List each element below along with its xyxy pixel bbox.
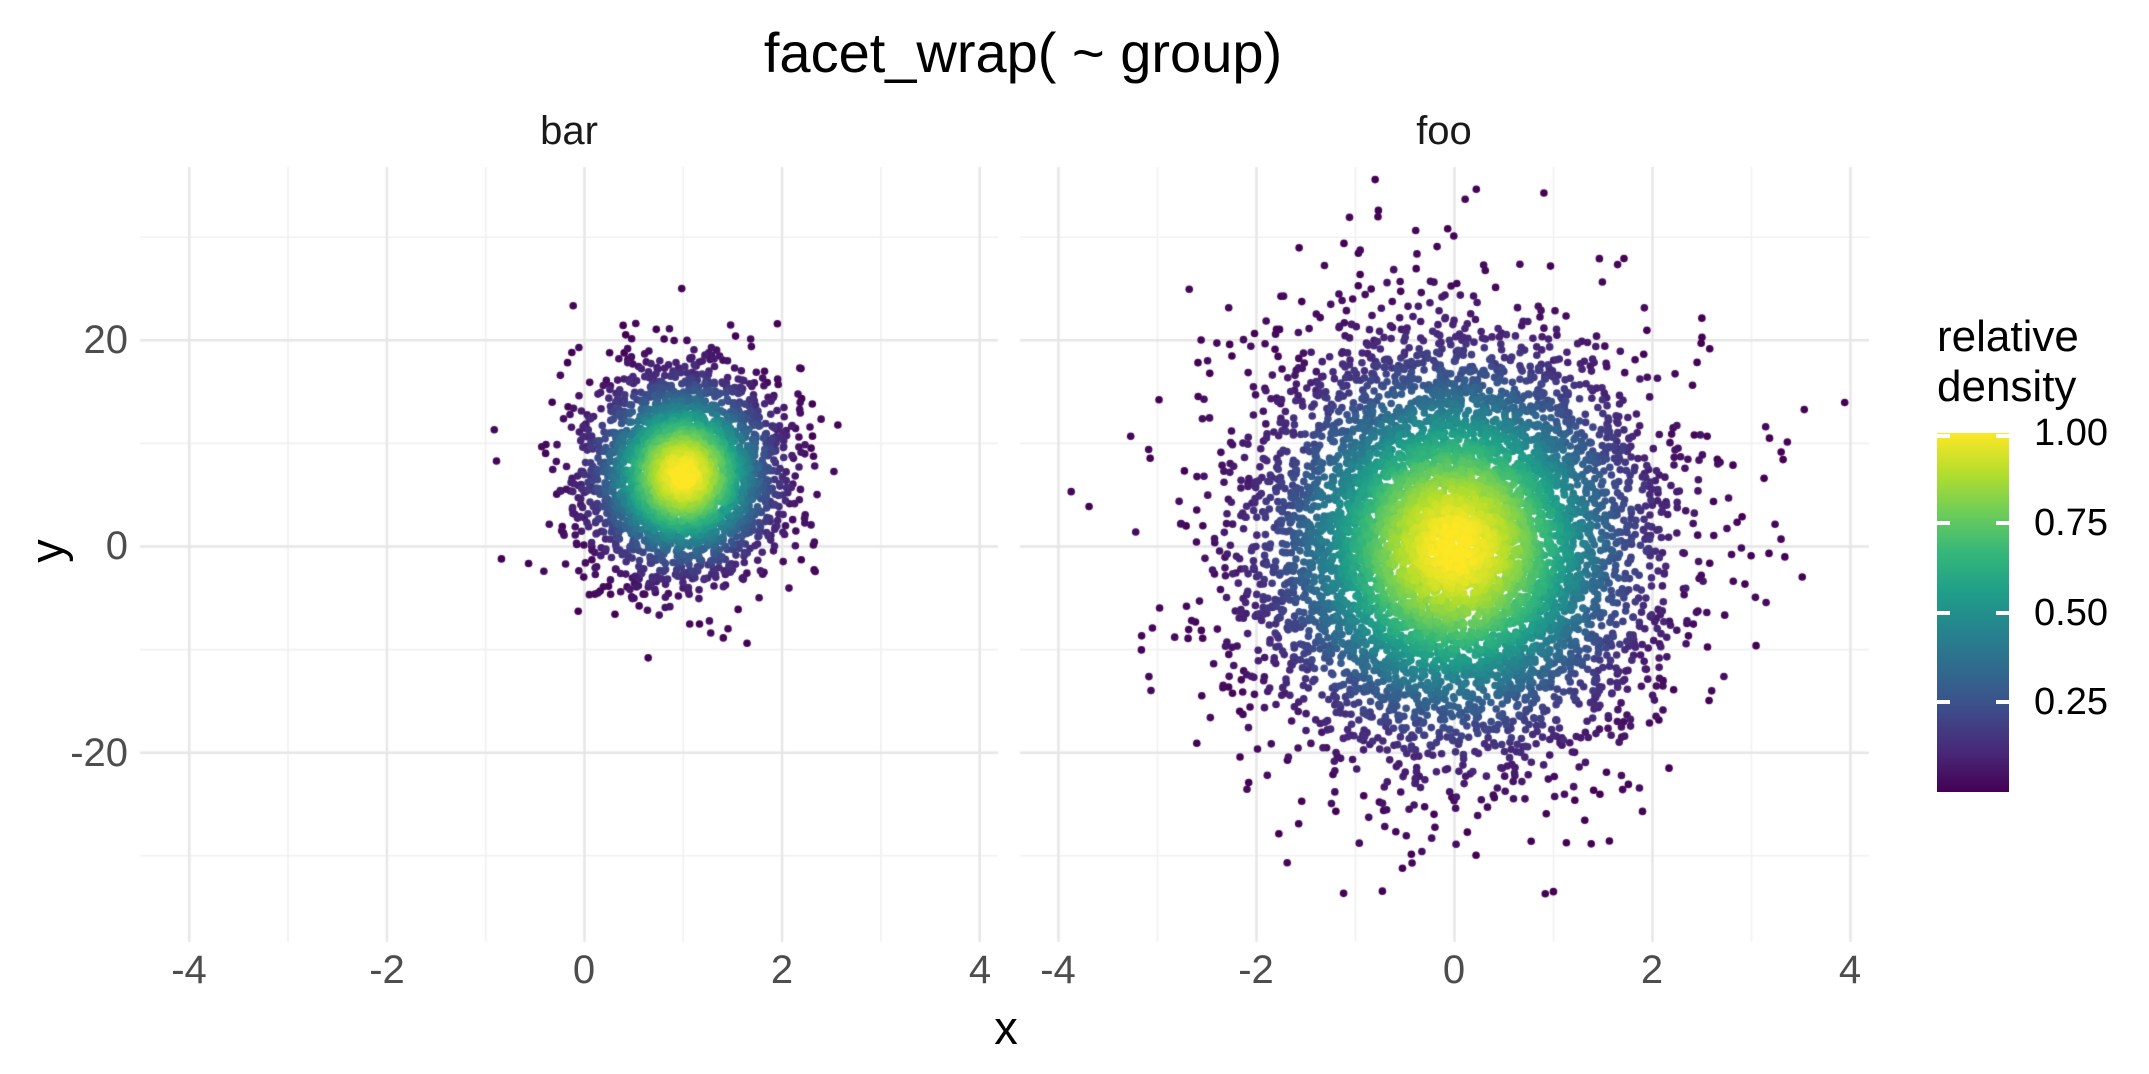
legend-tick-label: 0.50 (2034, 592, 2108, 634)
legend-colorbar (1937, 433, 2009, 792)
y-tick-label: 20 (83, 318, 129, 362)
x-tick-label: -4 (1040, 948, 1076, 992)
legend-tick-mark (1996, 610, 2009, 615)
legend-title-line1: relative (1937, 312, 2079, 361)
legend-tick-mark (1996, 700, 2009, 705)
x-tick-label: 2 (1640, 948, 1664, 992)
x-tick-label: 0 (572, 948, 596, 992)
legend-tick-mark (1996, 520, 2009, 525)
x-axis-title: x (994, 1001, 1018, 1054)
x-tick-label: -2 (1238, 948, 1274, 992)
legend-tick-mark (1937, 434, 1950, 438)
x-tick-label: 2 (770, 948, 794, 992)
legend-tick-label: 0.25 (2034, 681, 2108, 723)
x-tick-label: 0 (1442, 948, 1466, 992)
facet-strip-foo: foo (1416, 109, 1472, 153)
x-tick-label: 4 (968, 948, 992, 992)
y-axis-title: y (20, 539, 73, 563)
y-tick-label: 0 (105, 524, 128, 568)
x-tick-label: -2 (369, 948, 405, 992)
y-tick-label: -20 (70, 731, 128, 775)
x-tick-label: 4 (1838, 948, 1862, 992)
legend-tick-label: 0.75 (2034, 502, 2108, 544)
legend-tick-mark (1937, 610, 1950, 615)
legend-tick-mark (1996, 434, 2009, 438)
x-tick-label: -4 (171, 948, 207, 992)
facet-strip-bar: bar (540, 109, 598, 153)
legend-title-line2: density (1937, 362, 2077, 411)
legend-tick-mark (1937, 520, 1950, 525)
plot-title: facet_wrap( ~ group) (763, 21, 1283, 84)
legend-tick-mark (1937, 700, 1950, 705)
legend-tick-label: 1.00 (2034, 412, 2108, 454)
legend-title: relative density (1937, 312, 2079, 412)
